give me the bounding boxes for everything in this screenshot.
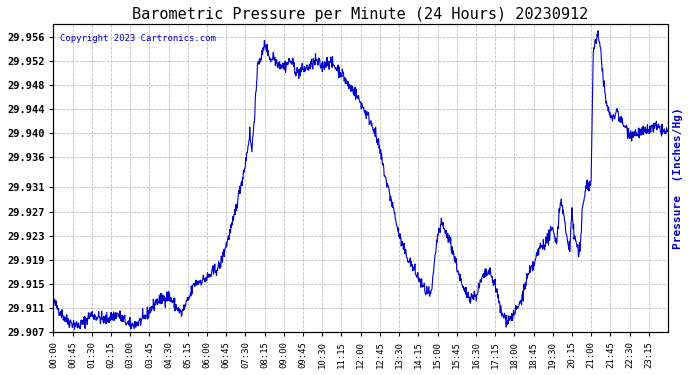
Y-axis label: Pressure  (Inches/Hg): Pressure (Inches/Hg)	[673, 108, 683, 249]
Text: Copyright 2023 Cartronics.com: Copyright 2023 Cartronics.com	[59, 34, 215, 43]
Title: Barometric Pressure per Minute (24 Hours) 20230912: Barometric Pressure per Minute (24 Hours…	[132, 7, 589, 22]
